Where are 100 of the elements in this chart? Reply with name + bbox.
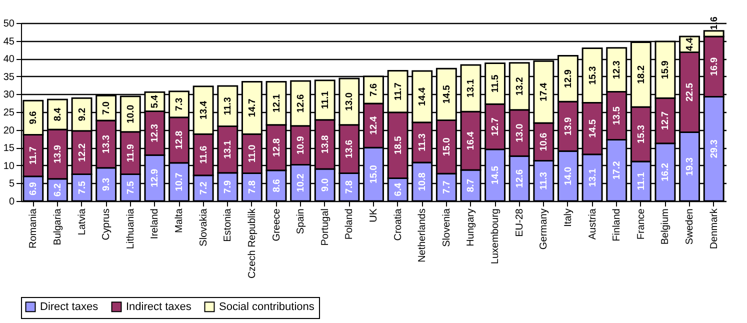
data-label: 10.2 xyxy=(296,174,307,192)
data-label: 10.7 xyxy=(174,172,186,192)
x-tick-label: Luxembourg xyxy=(490,208,502,264)
y-tick-label: 25 xyxy=(3,108,15,118)
data-label: 15.0 xyxy=(368,165,380,184)
y-tick-label: 40 xyxy=(3,54,15,66)
data-label: 15.3 xyxy=(636,125,647,144)
x-tick-label: Latvia xyxy=(76,208,88,236)
data-label: 9.2 xyxy=(76,108,88,122)
data-label: 8.4 xyxy=(52,107,64,122)
data-label: 13.1 xyxy=(466,78,477,98)
x-tick-label: Bulgaria xyxy=(52,208,64,246)
data-label: 7.9 xyxy=(222,180,234,194)
data-label: 12.9 xyxy=(562,69,574,88)
data-label: 10.8 xyxy=(417,172,428,192)
data-label: 10.9 xyxy=(296,136,307,155)
data-label: 7.5 xyxy=(125,180,136,194)
x-tick-label: Malta xyxy=(174,208,186,233)
data-label: 13.2 xyxy=(514,77,526,96)
x-tick-label: Poland xyxy=(344,208,356,240)
x-tick-label: EU-28 xyxy=(514,208,526,237)
data-label: 6.4 xyxy=(392,182,404,196)
data-label: 11.3 xyxy=(222,97,234,116)
x-tick-label: Belgium xyxy=(660,208,672,245)
x-tick-label: Italy xyxy=(562,208,574,227)
x-tick-label: Romania xyxy=(28,208,40,249)
data-label: 13.0 xyxy=(344,92,356,111)
data-label: 16.2 xyxy=(660,162,672,182)
x-tick-label: Finland xyxy=(612,208,623,242)
x-tick-label: Croatia xyxy=(392,208,404,241)
data-label: 14.0 xyxy=(562,166,574,186)
x-tick-label: Sweden xyxy=(684,208,696,245)
data-label: 1.6 xyxy=(708,16,720,30)
y-tick-label: 5 xyxy=(8,178,15,190)
data-label: 7.3 xyxy=(174,98,186,111)
data-label: 15.9 xyxy=(660,60,672,80)
data-label: 12.6 xyxy=(514,169,526,188)
x-tick-label: UK xyxy=(368,208,380,222)
data-label: 13.5 xyxy=(612,106,623,125)
x-tick-label: Netherlands xyxy=(417,208,428,262)
y-tick-label: 35 xyxy=(3,72,15,83)
data-label: 11.6 xyxy=(198,146,210,164)
data-label: 11.7 xyxy=(392,82,404,101)
x-tick-label: Spain xyxy=(296,208,307,234)
data-label: 14.5 xyxy=(441,84,452,104)
y-tick-label: 15 xyxy=(3,143,15,154)
data-label: 13.4 xyxy=(198,100,210,120)
x-tick-label: Austria xyxy=(587,208,598,240)
y-tick-label: 50 xyxy=(3,18,15,30)
data-label: 16.4 xyxy=(466,130,477,150)
data-label: 11.3 xyxy=(417,133,428,152)
y-tick-label: 10 xyxy=(3,160,15,172)
x-tick-label: Estonia xyxy=(222,208,234,242)
data-label: 14.7 xyxy=(246,98,258,118)
data-label: 12.6 xyxy=(296,94,307,113)
data-label: 12.3 xyxy=(150,124,161,142)
data-label: 13.9 xyxy=(562,117,574,136)
x-tick-label: Slovakia xyxy=(198,208,210,246)
x-tick-label: Portugal xyxy=(320,208,331,246)
y-tick-label: 45 xyxy=(3,36,15,48)
data-label: 5.4 xyxy=(150,94,161,108)
data-label: 15.0 xyxy=(441,138,452,156)
x-tick-label: Germany xyxy=(538,208,550,250)
x-tick-label: Czech Republik xyxy=(246,208,258,279)
data-label: 8.6 xyxy=(271,179,282,192)
data-label: 12.4 xyxy=(368,116,380,135)
data-label: 18.2 xyxy=(636,65,647,84)
data-label: 4.4 xyxy=(684,37,696,51)
data-label: 12.8 xyxy=(271,138,282,157)
data-label: 7.6 xyxy=(368,83,380,97)
data-label: 6.2 xyxy=(52,183,64,197)
data-label: 10.6 xyxy=(538,132,550,152)
data-label: 12.7 xyxy=(490,118,502,136)
legend-label: Indirect taxes xyxy=(126,300,192,313)
data-label: 13.9 xyxy=(52,144,64,164)
data-label: 13.1 xyxy=(222,140,234,159)
data-label: 13.3 xyxy=(101,134,112,154)
x-tick-label: Denmark xyxy=(708,208,720,250)
data-label: 29.3 xyxy=(708,140,720,158)
data-label: 7.8 xyxy=(246,180,258,194)
data-label: 22.5 xyxy=(684,82,696,102)
data-label: 12.1 xyxy=(271,93,282,113)
legend-label: Social contributions xyxy=(219,300,315,313)
y-tick-label: 20 xyxy=(3,125,15,136)
data-label: 9.3 xyxy=(101,178,112,192)
x-tick-label: Slovenia xyxy=(441,208,452,247)
data-label: 9.6 xyxy=(28,111,40,124)
x-tick-label: France xyxy=(636,208,647,240)
data-label: 13.0 xyxy=(514,124,526,142)
data-label: 11.1 xyxy=(636,172,647,190)
data-label: 17.4 xyxy=(538,82,550,102)
legend-label: Direct taxes xyxy=(40,300,99,313)
data-label: 14.5 xyxy=(587,118,598,138)
data-label: 11.3 xyxy=(538,172,550,190)
data-label: 15.3 xyxy=(587,66,598,85)
x-tick-label: Ireland xyxy=(150,208,161,240)
data-label: 7.5 xyxy=(76,180,88,194)
data-label: 6.9 xyxy=(28,182,40,196)
data-label: 12.3 xyxy=(612,60,623,80)
data-label: 12.2 xyxy=(76,143,88,162)
